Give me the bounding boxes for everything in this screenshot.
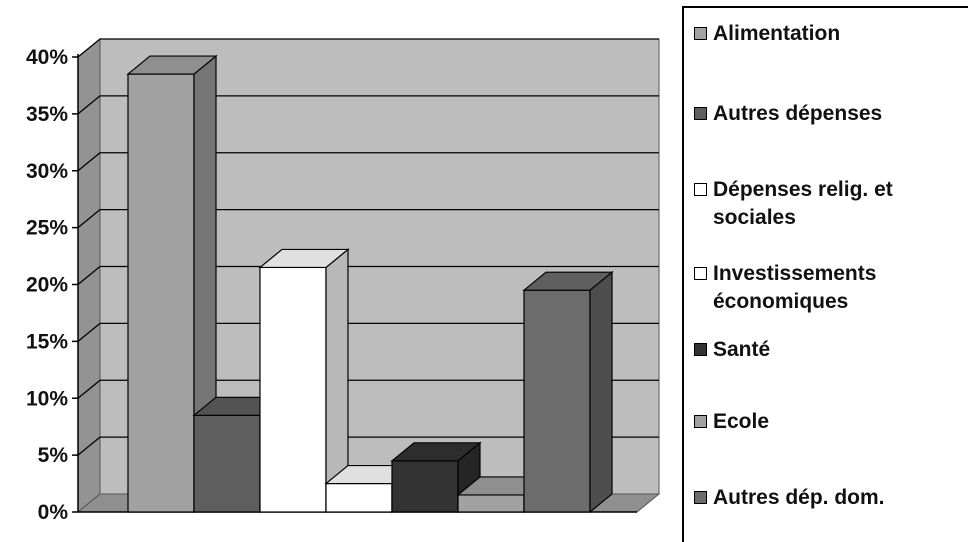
legend-swatch — [694, 267, 707, 280]
bar-front — [391, 460, 459, 513]
legend-swatch — [694, 107, 707, 120]
y-tick-label: 35% — [26, 103, 68, 126]
legend-swatch — [694, 27, 707, 40]
bar-top — [258, 248, 350, 269]
gridline — [77, 322, 659, 342]
legend-swatch — [694, 183, 707, 196]
legend-item-investissements: Investissements économiques — [694, 260, 964, 316]
gridline — [77, 152, 659, 172]
y-tick-label: 15% — [26, 330, 68, 353]
y-tick-label: 40% — [26, 46, 68, 69]
bar-front — [325, 482, 393, 513]
legend-swatch — [694, 415, 707, 428]
legend-label: Autres dépenses — [713, 102, 883, 125]
legend-item-depenses-relig: Dépenses relig. et sociales — [694, 176, 964, 232]
legend-label: Ecole — [713, 410, 770, 433]
y-tick-label: 10% — [26, 387, 68, 410]
legend-label: Autres dép. dom. — [713, 486, 885, 509]
legend-label: Dépenses relig. et sociales — [713, 178, 893, 229]
bar-front — [523, 289, 591, 513]
legend-item-ecole: Ecole — [694, 408, 964, 436]
bar-top — [390, 442, 482, 462]
legend: Alimentation Autres dépenses Dépenses re… — [682, 6, 968, 542]
bar-7 — [522, 270, 614, 514]
y-tick-label: 20% — [26, 274, 68, 297]
legend-swatch — [694, 343, 707, 356]
y-tick-label: 30% — [26, 160, 68, 183]
bar-top — [522, 271, 614, 291]
bar-front — [259, 266, 327, 513]
bar-3 — [258, 248, 350, 514]
legend-item-autres-depenses: Autres dépenses — [694, 100, 964, 128]
gridline — [77, 436, 659, 456]
legend-label: Alimentation — [713, 22, 841, 45]
legend-item-sante: Santé — [694, 336, 964, 364]
bar-chart: 0% 5% 10% 15% 20% 25% 30% 35% 40% — [26, 37, 661, 524]
legend-label: Investissements économiques — [713, 262, 877, 313]
bar-side — [589, 270, 613, 514]
gridline — [77, 265, 659, 286]
bar-front — [457, 494, 525, 513]
gridline — [77, 379, 659, 399]
y-tick-label: 5% — [38, 444, 69, 467]
legend-swatch — [694, 491, 707, 504]
y-tick-label: 25% — [26, 217, 68, 240]
legend-label: Santé — [713, 338, 771, 361]
legend-item-alimentation: Alimentation — [694, 20, 964, 48]
y-tick-label: 0% — [38, 501, 69, 524]
legend-item-autres-dep-dom: Autres dép. dom. — [694, 484, 964, 512]
bar-front — [193, 414, 261, 513]
gridline — [77, 38, 659, 58]
gridline — [77, 95, 659, 115]
bar-1 — [126, 54, 218, 514]
gridlines — [77, 38, 659, 456]
bar-front — [127, 73, 195, 513]
y-tick-labels: 0% 5% 10% 15% 20% 25% 30% 35% 40% — [26, 46, 68, 524]
gridline — [77, 208, 659, 229]
bar-top — [126, 55, 218, 75]
bars — [126, 54, 614, 514]
